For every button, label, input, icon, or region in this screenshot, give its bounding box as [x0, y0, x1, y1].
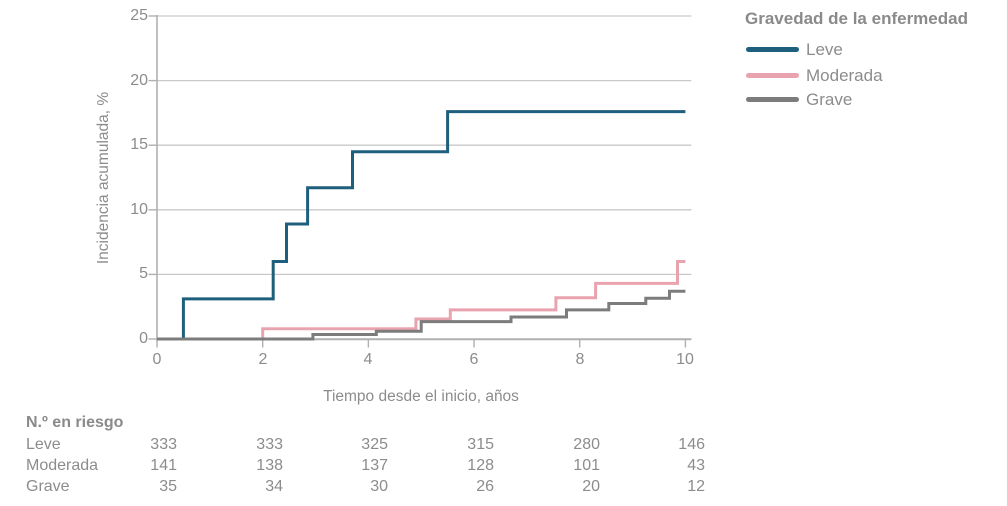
y-tick-label-5: 5 [139, 265, 148, 282]
risk-value: 12 [687, 478, 705, 495]
legend-label-leve: Leve [806, 40, 843, 59]
y-tick-label-10: 10 [130, 201, 148, 218]
risk-value: 101 [573, 457, 600, 474]
risk-row-label-grave: Grave [26, 478, 70, 495]
risk-value: 315 [467, 436, 494, 453]
y-tick-label-0: 0 [139, 330, 148, 347]
legend-line-grave [746, 97, 799, 102]
risk-value: 30 [370, 478, 388, 495]
legend-title: Gravedad de la enfermedad [745, 9, 968, 28]
risk-value: 325 [361, 436, 388, 453]
risk-value: 333 [256, 436, 283, 453]
legend-line-leve [746, 47, 799, 52]
legend-line-moderada [746, 73, 799, 78]
y-axis-title: Incidencia acumulada, % [95, 91, 112, 265]
series-line-leve [157, 110, 686, 341]
risk-value: 333 [150, 436, 177, 453]
y-tick-label-15: 15 [130, 136, 148, 153]
risk-value: 128 [467, 457, 494, 474]
x-tick-label-4: 4 [363, 351, 373, 368]
legend-label-moderada: Moderada [806, 66, 883, 85]
y-tick-label-20: 20 [130, 72, 148, 89]
risk-table-title: N.º en riesgo [26, 414, 124, 431]
risk-value: 35 [159, 478, 177, 495]
risk-value: 34 [265, 478, 283, 495]
risk-value: 20 [582, 478, 600, 495]
risk-value: 280 [573, 436, 600, 453]
x-tick-label-0: 0 [152, 351, 162, 368]
risk-row-label-moderada: Moderada [26, 457, 99, 474]
series-line-moderada [157, 260, 686, 341]
y-tick-label-25: 25 [130, 7, 148, 24]
risk-row-label-leve: Leve [26, 436, 61, 453]
x-tick-label-6: 6 [469, 351, 479, 368]
risk-value: 137 [361, 457, 388, 474]
x-tick-label-10: 10 [676, 351, 694, 368]
risk-value: 26 [476, 478, 494, 495]
series-line-grave [157, 289, 686, 341]
risk-value: 146 [678, 436, 705, 453]
risk-value: 43 [687, 457, 705, 474]
legend-label-grave: Grave [806, 90, 853, 109]
risk-value: 141 [150, 457, 177, 474]
x-axis-title: Tiempo desde el inicio, años [323, 388, 519, 405]
x-tick-label-2: 2 [258, 351, 268, 368]
x-tick-label-8: 8 [575, 351, 585, 368]
risk-value: 138 [256, 457, 283, 474]
